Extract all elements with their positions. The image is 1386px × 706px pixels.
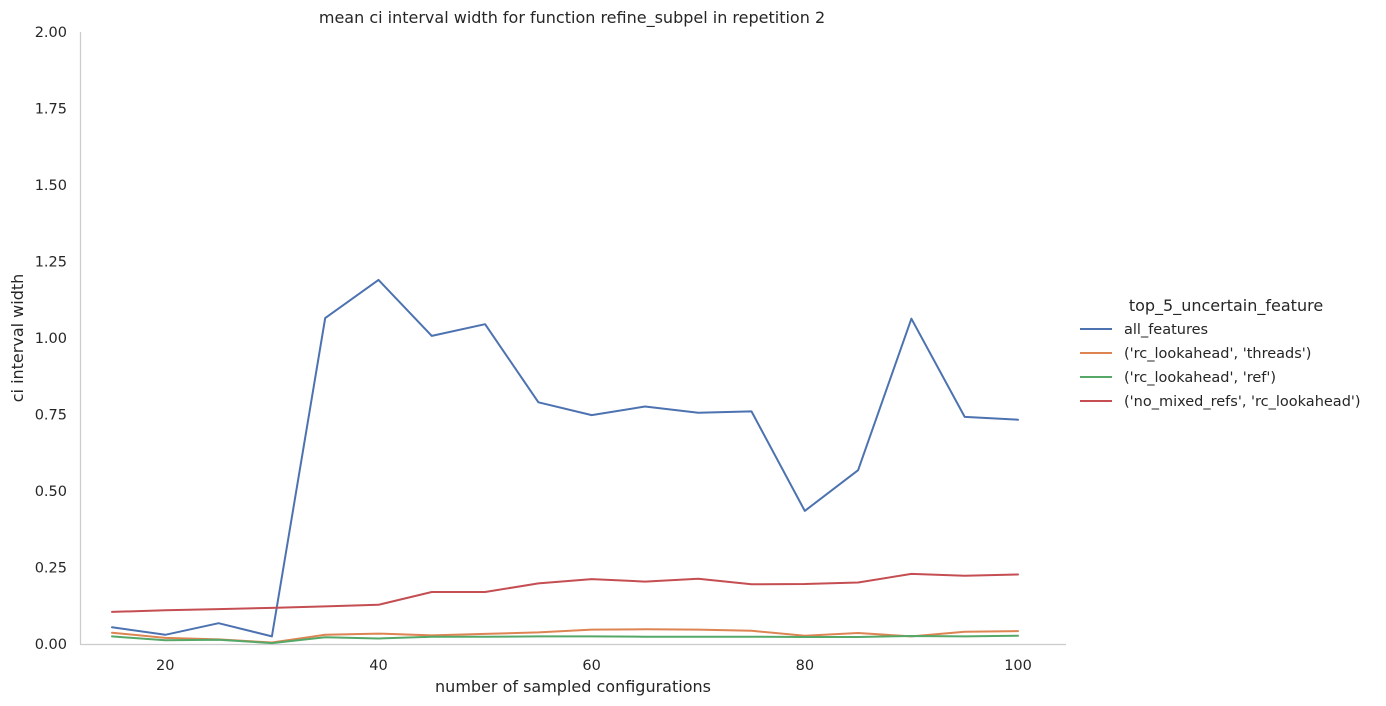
y-tick-label: 0.00 bbox=[35, 637, 67, 653]
legend-label: ('no_mixed_refs', 'rc_lookahead') bbox=[1124, 394, 1361, 410]
y-tick-label: 0.50 bbox=[35, 484, 67, 500]
y-tick-label: 1.75 bbox=[35, 102, 67, 118]
series-line-3 bbox=[111, 572, 1019, 613]
legend-label: ('rc_lookahead', 'threads') bbox=[1124, 346, 1311, 362]
x-tick-label: 80 bbox=[796, 658, 814, 674]
y-tick-label: 1.25 bbox=[35, 255, 67, 271]
series-line-2 bbox=[111, 634, 1019, 645]
chart-title: mean ci interval width for function refi… bbox=[319, 8, 825, 28]
y-tick-label: 1.50 bbox=[35, 178, 67, 194]
legend: top_5_uncertain_feature all_features ('rc… bbox=[1080, 296, 1361, 410]
x-tick-labels: 20 40 60 80 100 bbox=[156, 658, 1032, 674]
y-axis-title: ci interval width bbox=[8, 274, 27, 403]
y-tick-label: 0.25 bbox=[35, 561, 67, 577]
x-tick-label: 40 bbox=[369, 658, 387, 674]
y-tick-label: 1.00 bbox=[35, 331, 67, 347]
x-tick-label: 100 bbox=[1004, 658, 1032, 674]
y-tick-labels: 0.00 0.25 0.50 0.75 1.00 1.25 1.50 1.75 2.00 bbox=[35, 25, 67, 653]
legend-label: ('rc_lookahead', 'ref') bbox=[1124, 370, 1276, 386]
x-axis-title: number of sampled configurations bbox=[435, 677, 711, 696]
y-tick-label: 0.75 bbox=[35, 408, 67, 424]
y-tick-label: 2.00 bbox=[35, 25, 67, 41]
x-tick-label: 60 bbox=[582, 658, 600, 674]
series-line-0 bbox=[111, 278, 1019, 638]
legend-label: all_features bbox=[1124, 322, 1208, 338]
series-lines bbox=[111, 278, 1019, 645]
legend-title: top_5_uncertain_feature bbox=[1129, 296, 1323, 316]
x-tick-label: 20 bbox=[156, 658, 174, 674]
